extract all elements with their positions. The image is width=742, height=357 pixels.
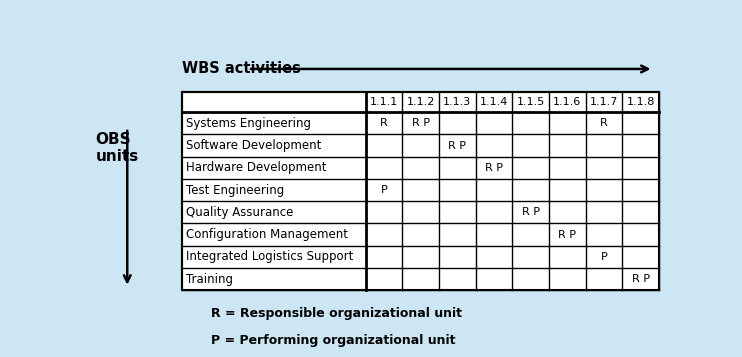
Text: P: P <box>381 185 387 195</box>
Text: 1.1.3: 1.1.3 <box>443 97 471 107</box>
Text: P = Performing organizational unit: P = Performing organizational unit <box>211 334 455 347</box>
Text: 1.1.2: 1.1.2 <box>407 97 435 107</box>
Text: WBS activities: WBS activities <box>182 61 301 76</box>
Text: OBS
units: OBS units <box>96 131 139 164</box>
Text: R P: R P <box>412 118 430 128</box>
Text: Integrated Logistics Support: Integrated Logistics Support <box>186 250 354 263</box>
Text: Training: Training <box>186 273 234 286</box>
Bar <box>182 92 659 290</box>
Text: 1.1.4: 1.1.4 <box>480 97 508 107</box>
Text: 1.1.5: 1.1.5 <box>516 97 545 107</box>
Text: 1.1.7: 1.1.7 <box>590 97 618 107</box>
Text: Configuration Management: Configuration Management <box>186 228 349 241</box>
Text: Hardware Development: Hardware Development <box>186 161 327 174</box>
Text: P: P <box>601 252 608 262</box>
Text: 1.1.8: 1.1.8 <box>627 97 655 107</box>
Text: Test Engineering: Test Engineering <box>186 183 285 197</box>
Text: R P: R P <box>632 274 650 284</box>
Text: R P: R P <box>522 207 539 217</box>
Text: 1.1.6: 1.1.6 <box>554 97 582 107</box>
Text: R P: R P <box>559 230 577 240</box>
Text: R P: R P <box>448 141 467 151</box>
Text: R: R <box>380 118 388 128</box>
Text: Systems Engineering: Systems Engineering <box>186 117 312 130</box>
Text: Software Development: Software Development <box>186 139 322 152</box>
Text: R = Responsible organizational unit: R = Responsible organizational unit <box>211 307 462 320</box>
Text: 1.1.1: 1.1.1 <box>370 97 398 107</box>
Text: Quality Assurance: Quality Assurance <box>186 206 294 219</box>
Text: R P: R P <box>485 163 503 173</box>
Text: R: R <box>600 118 608 128</box>
